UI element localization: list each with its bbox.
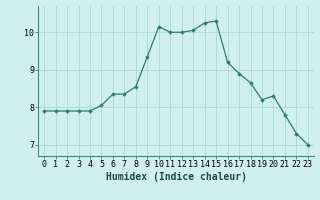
X-axis label: Humidex (Indice chaleur): Humidex (Indice chaleur) [106, 172, 246, 182]
